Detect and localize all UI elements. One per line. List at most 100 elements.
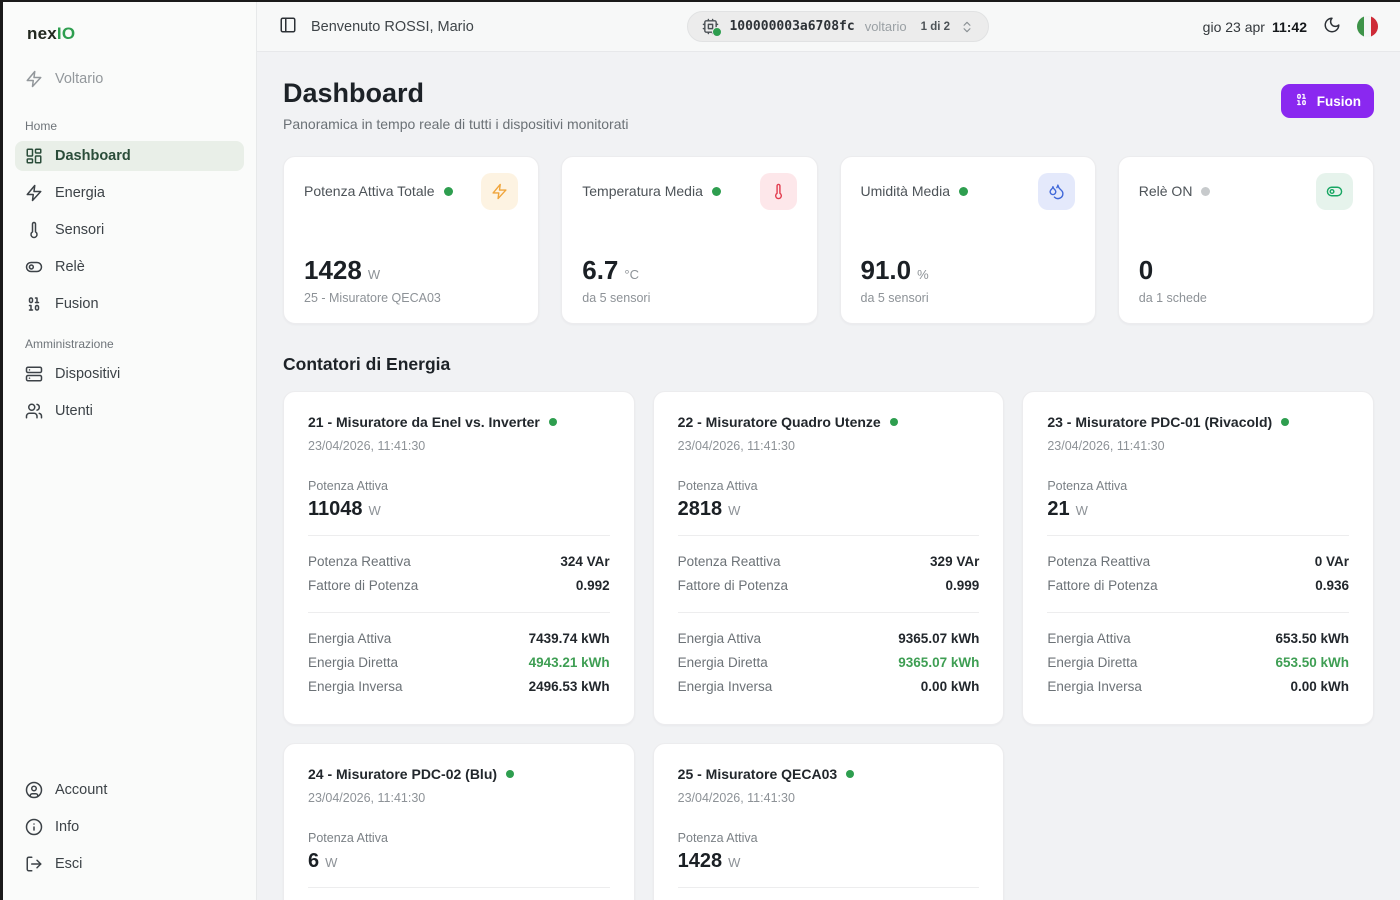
meter-row-energia-attiva: Energia Attiva9365.07 kWh [678,627,980,651]
meter-row-label: Energia Inversa [678,675,773,699]
sidebar-item-info[interactable]: Info [15,812,244,842]
fusion-button[interactable]: Fusion [1281,84,1374,118]
meter-row-label: Energia Inversa [1047,675,1142,699]
stats-row: Potenza Attiva Totale1428W25 - Misurator… [283,156,1374,324]
stat-card-top: Umidità Media [861,173,1075,210]
meter-row-potenza-reattiva: Potenza Reattiva 324 VAr [308,550,610,574]
sidebar-item-rel[interactable]: Relè [15,252,244,282]
meter-power-unit: W [1076,503,1088,518]
meter-row-label: Energia Diretta [1047,651,1137,675]
status-dot [959,187,968,196]
meter-row-energia-inversa: Energia Inversa0.00 kWh [1047,675,1349,699]
stat-card-value: 0 [1139,255,1353,286]
device-name: voltario [865,19,907,34]
meter-row-energia-attiva: Energia Attiva653.50 kWh [1047,627,1349,651]
meter-title: 21 - Misuratore da Enel vs. Inverter [308,414,610,430]
sidebar-item-label: Sensori [55,222,104,238]
meter-row-label: Fattore di Potenza [308,574,418,598]
dark-mode-toggle[interactable] [1323,16,1341,37]
device-id: 100000003a6708fc [729,19,854,34]
sidebar-item-utenti[interactable]: Utenti [15,396,244,426]
sidebar-section-label: Home [25,119,234,133]
meter-row-value: 0.992 [576,574,610,598]
binary-icon [1294,92,1309,110]
section-title: Contatori di Energia [283,354,1374,375]
language-flag-italy[interactable] [1357,16,1378,37]
binary-icon [25,295,43,313]
meter-power-unit: W [728,503,740,518]
meter-row-potenza-reattiva: Potenza Reattiva 0 VAr [1047,550,1349,574]
zap-icon [25,70,43,88]
meter-power-label: Potenza Attiva [308,479,610,493]
stat-card-rel-on: Relè ON0da 1 schede [1118,156,1374,324]
sidebar-item-sensori[interactable]: Sensori [15,215,244,245]
meter-row-energia-attiva: Energia Attiva7439.74 kWh [308,627,610,651]
logo-suffix: IO [57,24,75,43]
meter-row-label: Energia Attiva [678,627,761,651]
stat-card-subtitle: da 5 sensori [861,291,1075,305]
sidebar-section-label: Amministrazione [25,337,234,351]
server-icon [25,365,43,383]
stat-card-label: Umidità Media [861,183,968,199]
sidebar-item-account[interactable]: Account [15,775,244,805]
stat-card-top: Relè ON [1139,173,1353,210]
status-dot [1281,418,1289,426]
sidebar-footer: Account Info Esci [15,775,244,886]
app-logo: nexIO [15,16,244,64]
device-pager: 1 di 2 [921,21,950,33]
flag-stripe-red [1371,16,1378,37]
page-header: Dashboard Panoramica in tempo reale di t… [283,74,1374,132]
stat-card-subtitle: 25 - Misuratore QECA03 [304,291,518,305]
zap-icon [481,173,518,210]
meter-row-value: 0.00 kWh [921,675,980,699]
meter-row-fattore-di-potenza: Fattore di Potenza0.936 [1047,574,1349,598]
meter-row-value: 653.50 kWh [1275,627,1349,651]
divider [308,887,610,888]
stat-value-number: 6.7 [582,255,618,286]
meter-power-unit: W [325,855,337,870]
stat-card-label: Relè ON [1139,183,1211,199]
meter-title: 25 - Misuratore QECA03 [678,766,980,782]
meter-row-value: 324 VAr [560,550,609,574]
sidebar-toggle-button[interactable] [279,16,297,37]
main-area: Benvenuto ROSSI, Mario 100000003a6708fc … [257,2,1400,900]
status-dot [712,187,721,196]
sidebar-item-energia[interactable]: Energia [15,178,244,208]
status-dot [506,770,514,778]
sidebar-item-label: Esci [55,856,82,872]
divider [678,535,980,536]
meter-row-energia-diretta: Energia Diretta 653.50 kWh [1047,651,1349,675]
sidebar-item-dispositivi[interactable]: Dispositivi [15,359,244,389]
meter-power-number: 1428 [678,850,723,873]
sidebar-item-voltario[interactable]: Voltario [15,64,244,94]
stat-card-top: Potenza Attiva Totale [304,173,518,210]
meter-title: 24 - Misuratore PDC-02 (Blu) [308,766,610,782]
meter-row-fattore-di-potenza: Fattore di Potenza0.999 [678,574,980,598]
chevrons-up-down-icon[interactable] [960,20,974,34]
sidebar-item-fusion[interactable]: Fusion [15,289,244,319]
meter-timestamp: 23/04/2026, 11:41:30 [1047,439,1349,453]
stat-card-subtitle: da 5 sensori [582,291,796,305]
datetime: gio 23 apr11:42 [1203,19,1307,35]
divider [1047,612,1349,613]
meter-title-text: 23 - Misuratore PDC-01 (Rivacold) [1047,414,1272,430]
meter-card-1: 21 - Misuratore da Enel vs. Inverter23/0… [283,391,635,725]
log-out-icon [25,855,43,873]
meter-row-value: 653.50 kWh [1275,651,1349,675]
meter-title-text: 24 - Misuratore PDC-02 (Blu) [308,766,497,782]
device-selector-wrap: 100000003a6708fc voltario 1 di 2 [488,11,1189,42]
sidebar-item-dashboard[interactable]: Dashboard [15,141,244,171]
meter-row-label: Potenza Reattiva [1047,550,1150,574]
device-selector[interactable]: 100000003a6708fc voltario 1 di 2 [687,11,989,42]
sidebar-item-esci[interactable]: Esci [15,849,244,879]
stat-card-label: Temperatura Media [582,183,721,199]
meter-row-label: Potenza Reattiva [308,550,411,574]
meter-row-value: 0 VAr [1315,550,1349,574]
stat-card-value: 6.7°C [582,255,796,286]
divider [308,535,610,536]
stat-card-temperatura-media: Temperatura Media 6.7°C da 5 sensori [561,156,817,324]
flag-stripe-white [1364,16,1371,37]
sidebar-item-label: Relè [55,259,85,275]
toggle-icon [1316,173,1353,210]
meter-power-number: 6 [308,850,319,873]
